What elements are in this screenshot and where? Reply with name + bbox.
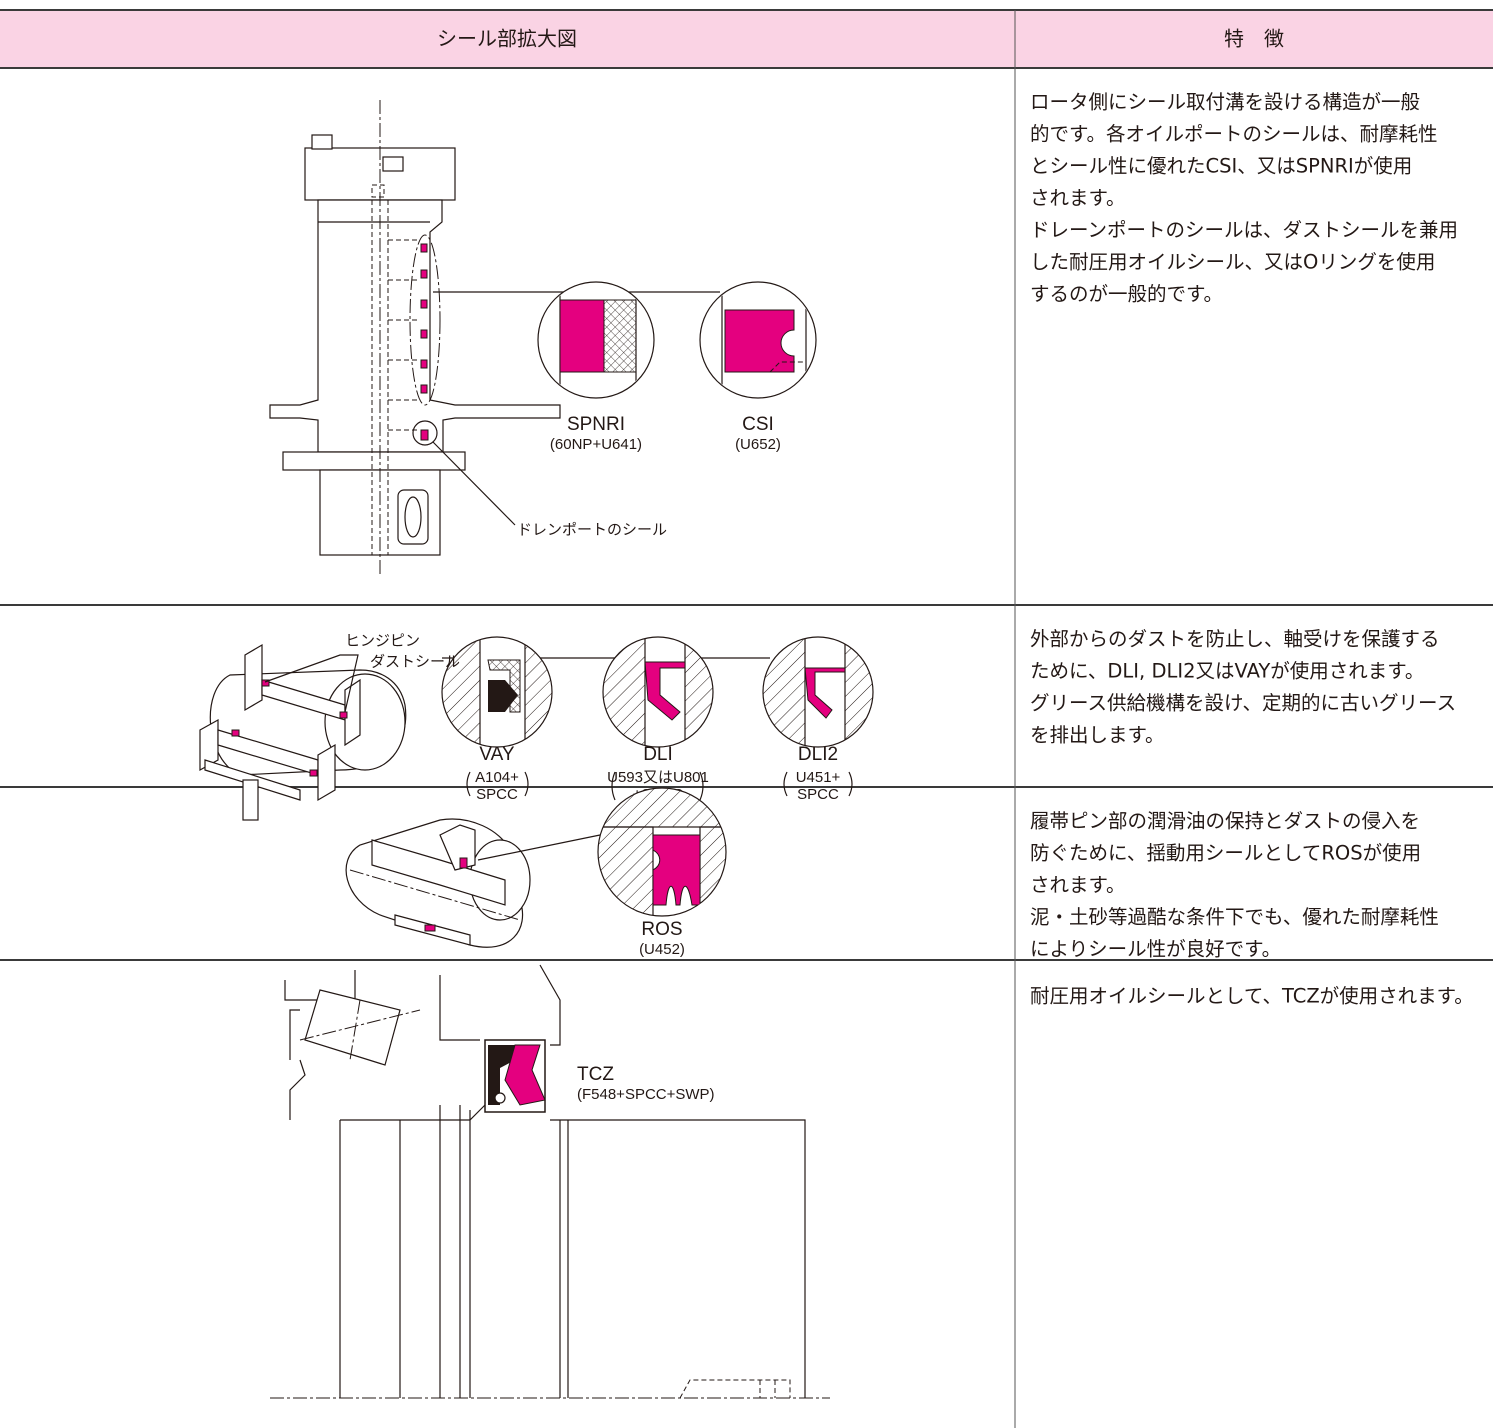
seal-label: DLI2 (798, 744, 838, 765)
seal-label: CSI (742, 414, 774, 435)
description-line: とシール性に優れたCSI、又はSPNRIが使用 (1030, 155, 1412, 178)
description-line: ロータ側にシール取付溝を設ける構造が一般 (1030, 91, 1420, 114)
rotor-drawing (269, 100, 817, 575)
description-line: を排出します。 (1030, 724, 1165, 747)
descriptions: ロータ側にシール取付溝を設ける構造が一般的です。各オイルポートのシールは、耐摩耗… (1030, 91, 1474, 1008)
seal-code: U593又はU801 (607, 769, 709, 786)
header-cell: シール部拡大図 (437, 27, 577, 51)
description-line: 外部からのダストを防止し、軸受けを保護する (1030, 628, 1440, 651)
callout: ダストシール (370, 653, 460, 671)
description-line: ドレーンポートのシールは、ダストシールを兼用 (1030, 219, 1458, 242)
seal-code: (U452) (639, 941, 685, 958)
seal-label: VAY (479, 744, 515, 765)
final-drive-drawing (270, 964, 830, 1399)
seal-label: ROS (641, 919, 682, 940)
header-bg (0, 10, 1493, 68)
seal-code: (60NP+U641) (550, 436, 642, 453)
description-line: 履帯ピン部の潤滑油の保持とダストの侵入を (1030, 810, 1420, 833)
description-line: によりシール性が良好です。 (1030, 938, 1281, 961)
hinge-drawing (199, 636, 874, 821)
description-line: 泥・土砂等過酷な条件下でも、優れた耐摩耗性 (1030, 906, 1439, 929)
seal-code: (U652) (735, 436, 781, 453)
seal-label: DLI (643, 744, 673, 765)
description-line: 防ぐために、揺動用シールとしてROSが使用 (1030, 842, 1421, 865)
callout: ドレンポートのシール (517, 521, 667, 539)
callout: ヒンジピン (345, 632, 420, 650)
header-cell: 特 徴 (1224, 27, 1284, 51)
description-line: 的です。各オイルポートのシールは、耐摩耗性 (1030, 123, 1438, 146)
description-line: されます。 (1030, 874, 1126, 897)
seal-code: U451+ (796, 769, 841, 786)
seal-code: SPCC (797, 786, 839, 803)
description-line: した耐圧用オイルシール、又はOリングを使用 (1030, 251, 1435, 274)
description-line: ために、DLI, DLI2又はVAYが使用されます。 (1030, 660, 1424, 683)
seal-code: (F548+SPCC+SWP) (577, 1086, 715, 1103)
seal-code: SPCC (476, 786, 518, 803)
description-line: されます。 (1030, 187, 1126, 210)
seal-label: SPNRI (567, 414, 625, 435)
seal-code: A104+ (475, 769, 519, 786)
description-line: するのが一般的です。 (1030, 283, 1223, 306)
description-line: グリース供給機構を設け、定期的に古いグリース (1030, 692, 1456, 715)
description-line: 耐圧用オイルシールとして、TCZが使用されます。 (1030, 985, 1474, 1008)
seal-label: TCZ (577, 1064, 614, 1085)
